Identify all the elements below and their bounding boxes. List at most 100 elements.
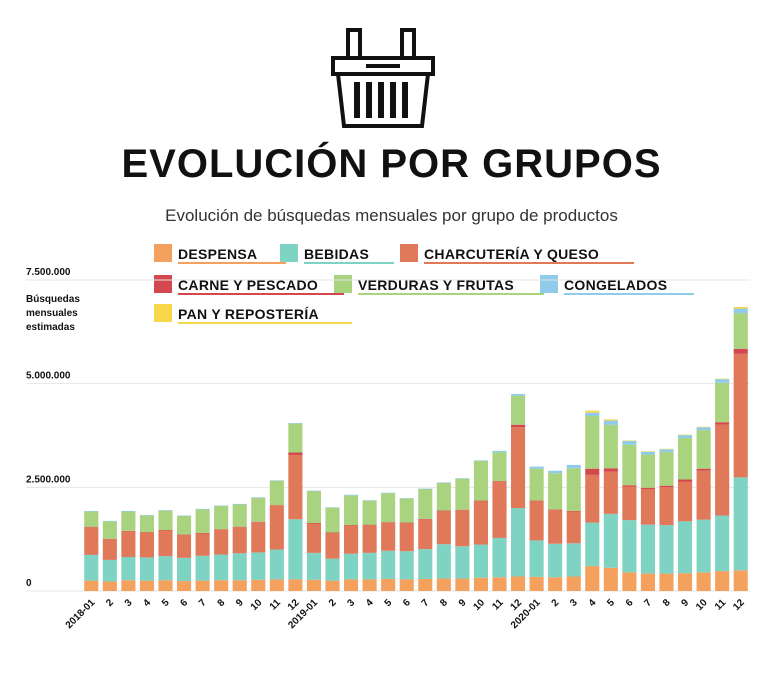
bar-segment — [306, 491, 321, 523]
bar-segment — [362, 500, 377, 525]
bar-segment — [102, 559, 117, 582]
legend-label: PAN Y REPOSTERÍA — [178, 306, 319, 322]
bar-segment — [177, 581, 192, 591]
x-tick-label: 3 — [345, 597, 357, 609]
bar-segment — [659, 485, 674, 488]
bar-segment — [84, 510, 99, 512]
bar-segment — [715, 515, 730, 572]
x-tick-label: 5 — [605, 597, 617, 609]
bar-segment — [325, 532, 340, 559]
bar-segment — [158, 556, 173, 581]
bar-segment — [715, 422, 730, 425]
bar-segment — [306, 552, 321, 580]
bar-segment — [455, 510, 470, 547]
bar-segment — [102, 539, 117, 560]
bar-segment — [566, 511, 581, 544]
bar-segment — [158, 530, 173, 557]
bar-segment — [659, 449, 674, 453]
bar-segment — [696, 430, 711, 469]
bar-segment — [566, 543, 581, 577]
bar-segment — [455, 509, 470, 511]
bar-segment — [121, 511, 136, 531]
bar-segment — [733, 313, 748, 349]
bar-segment — [455, 546, 470, 579]
x-tick-label: 4 — [587, 597, 599, 609]
bar-segment — [344, 579, 359, 591]
bar-segment — [381, 550, 396, 579]
x-tick-label: 11 — [713, 597, 729, 613]
bar-segment — [566, 576, 581, 591]
bar-segment — [659, 573, 674, 591]
bar-segment — [139, 532, 154, 558]
bar-segment — [158, 510, 173, 531]
bar-segment — [288, 423, 303, 453]
y-tick-label: 5.000.000 — [26, 371, 71, 382]
bar-segment — [362, 524, 377, 526]
bar-segment — [399, 522, 414, 552]
bar-segment — [381, 578, 396, 591]
shopping-basket-icon — [331, 28, 435, 128]
bar-segment — [84, 554, 99, 581]
bar-segment — [418, 549, 433, 579]
y-tick-label: 0 — [26, 578, 32, 589]
bar-segment — [436, 544, 451, 579]
bar-segment — [566, 468, 581, 511]
x-tick-label: 6 — [401, 597, 413, 609]
bar-segment — [678, 479, 693, 482]
bar-segment — [177, 535, 192, 558]
bar-segment — [251, 521, 266, 523]
x-tick-label: 9 — [679, 597, 691, 609]
bar-segment — [455, 578, 470, 591]
bar-segment — [585, 416, 600, 469]
legend-underline — [304, 262, 394, 264]
bar-segment — [436, 482, 451, 511]
legend-item: BEBIDAS — [280, 244, 400, 264]
bar-segment — [288, 423, 303, 424]
bar-segment — [214, 529, 229, 555]
legend-underline — [178, 322, 352, 324]
bar-segment — [678, 573, 693, 591]
legend-underline — [564, 293, 694, 295]
page-subtitle: Evolución de búsquedas mensuales por gru… — [165, 206, 618, 225]
x-tick-label: 12 — [731, 597, 747, 613]
bar-segment — [121, 556, 136, 581]
bar-segment — [678, 481, 693, 522]
x-tick-label: 9 — [234, 597, 246, 609]
bar-segment — [473, 460, 488, 461]
bar-segment — [84, 511, 99, 527]
x-tick-label: 4 — [141, 597, 153, 609]
bar-segment — [622, 444, 637, 486]
bar-segment — [232, 504, 247, 527]
bar-segment — [84, 580, 99, 591]
bar-segment — [678, 435, 693, 438]
bar-segment — [121, 531, 136, 557]
bar-segment — [251, 522, 266, 553]
bar-segment — [622, 440, 637, 441]
bar-segment — [306, 490, 321, 492]
bar-segment — [344, 525, 359, 526]
x-tick-label: 7 — [642, 597, 654, 609]
bar-segment — [214, 505, 229, 507]
bar-segment — [640, 451, 655, 452]
bar-segment — [139, 515, 154, 533]
bar-segment — [177, 557, 192, 582]
legend-underline — [358, 293, 544, 295]
bar-segment — [603, 424, 618, 469]
bar-segment — [585, 566, 600, 591]
bar-segment — [306, 523, 321, 553]
legend-item: PAN Y REPOSTERÍA — [154, 304, 358, 324]
bar-segment — [121, 530, 136, 532]
bar-segment — [269, 505, 284, 506]
bar-segment — [715, 571, 730, 591]
x-tick-label: 10 — [694, 597, 710, 613]
x-tick-label: 6 — [178, 597, 190, 609]
bar-segment — [622, 485, 637, 487]
bar-segment — [436, 510, 451, 545]
y-axis-label-line: Búsquedas — [26, 294, 80, 305]
bar-segment — [381, 493, 396, 523]
bar-segment — [678, 434, 693, 436]
bar-segment — [511, 427, 526, 509]
bar-segment — [696, 468, 711, 471]
bar-segment — [622, 520, 637, 573]
x-tick-label: 8 — [661, 597, 673, 609]
